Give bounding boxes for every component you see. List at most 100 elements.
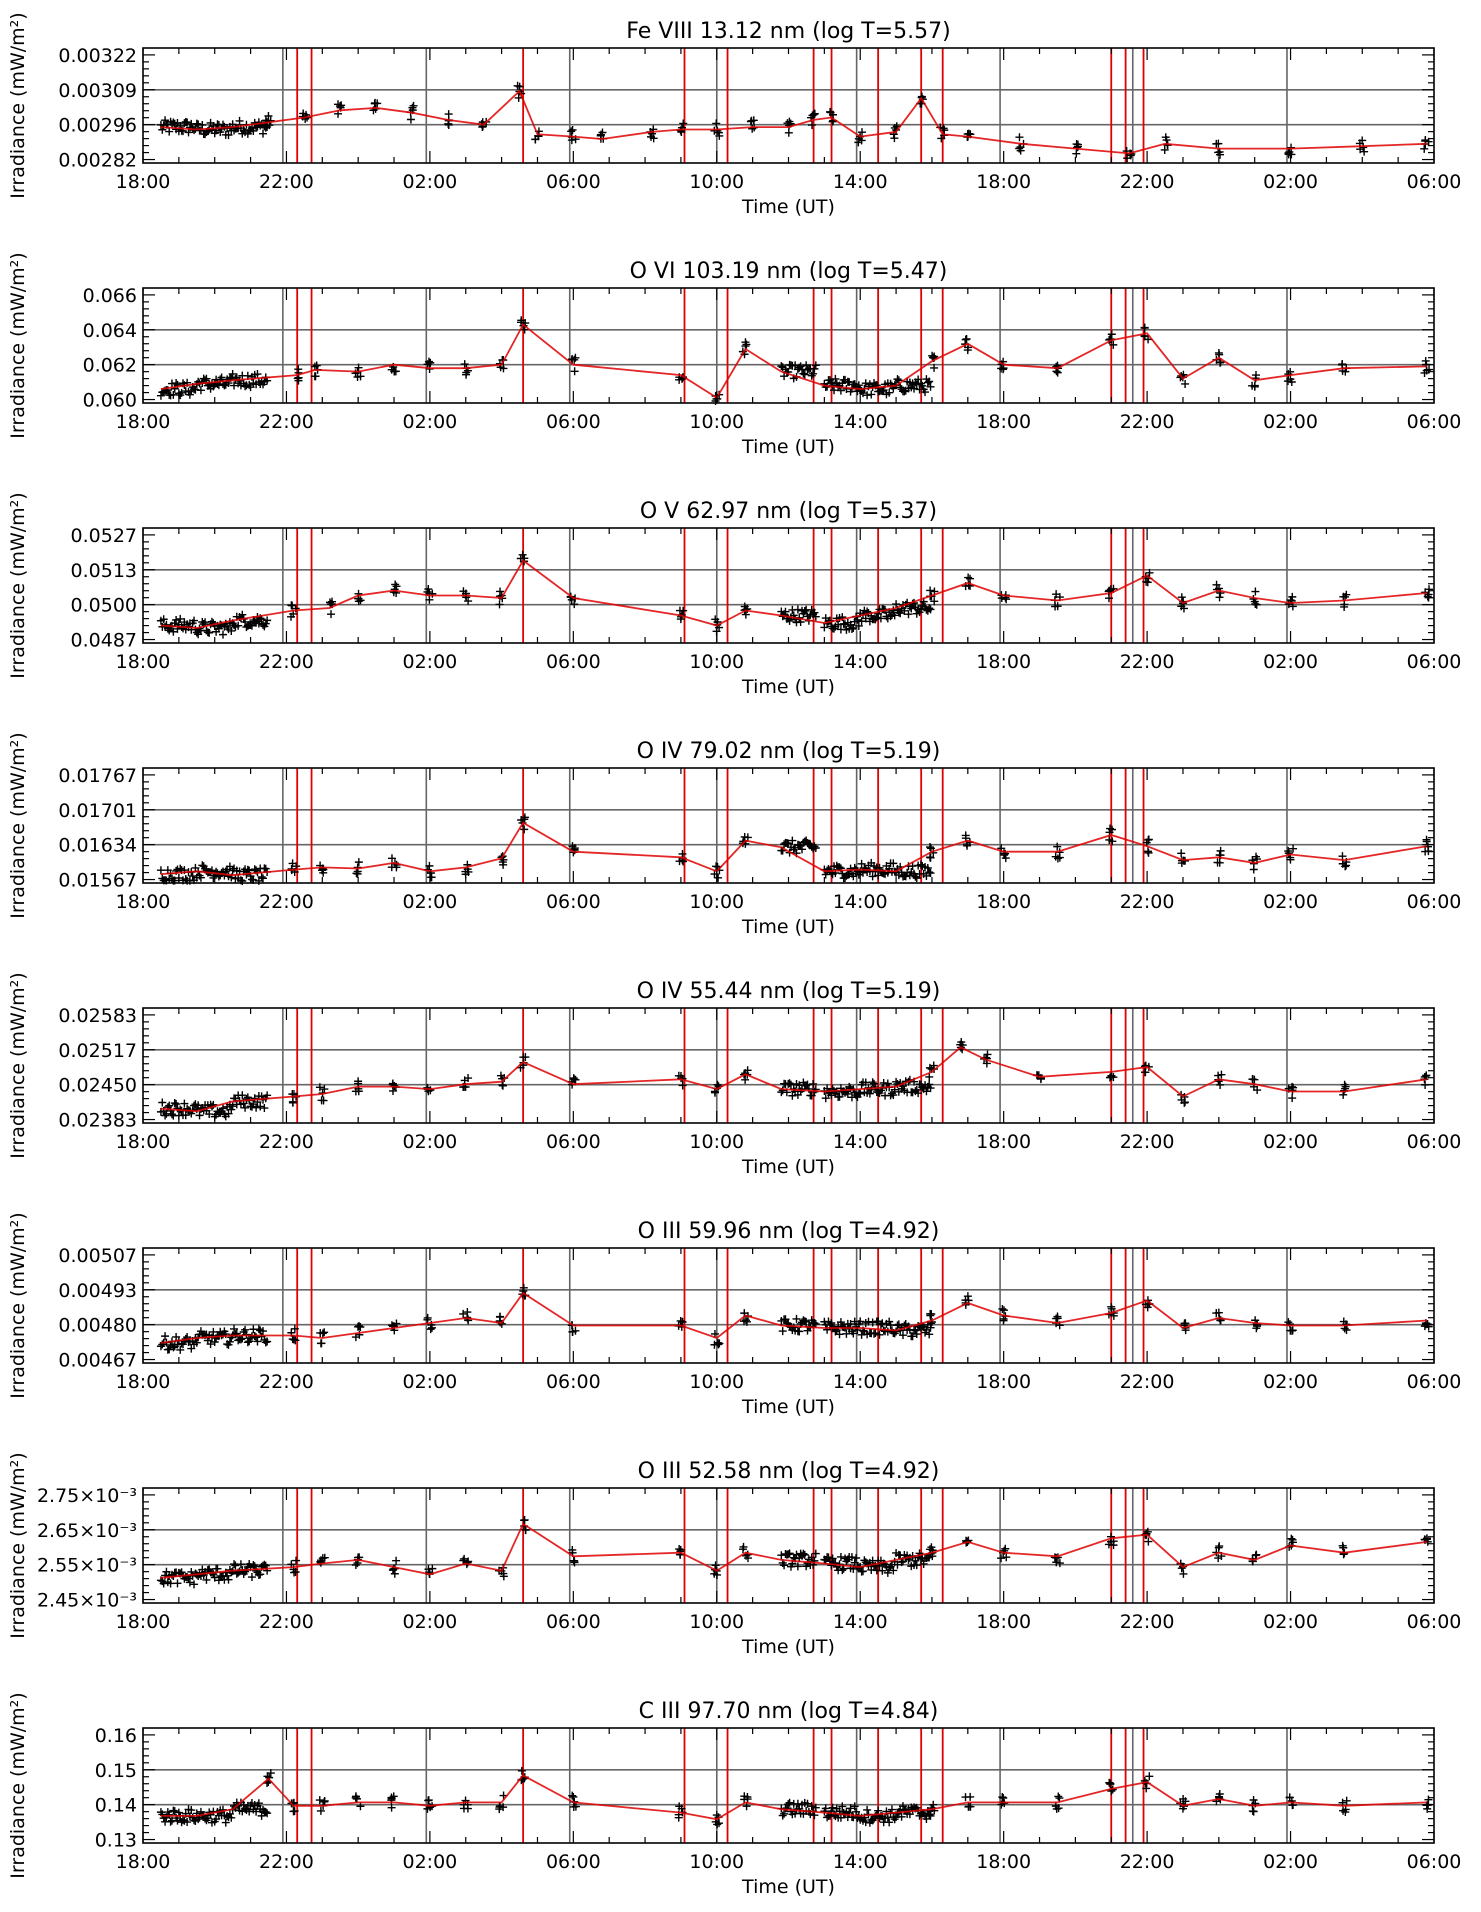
data-point: [838, 1566, 847, 1575]
data-point: [926, 869, 935, 878]
data-point: [1053, 1312, 1062, 1321]
data-point: [795, 1327, 804, 1336]
data-point: [498, 1081, 507, 1090]
data-point: [1105, 1778, 1114, 1787]
data-point: [227, 1568, 236, 1577]
data-point: [518, 550, 527, 559]
data-point: [1109, 1073, 1118, 1082]
data-point: [570, 367, 579, 376]
data-point: [871, 1329, 880, 1338]
data-point: [1213, 858, 1222, 867]
data-point: [782, 1804, 791, 1813]
data-point: [743, 1066, 752, 1075]
x-tick-label: 18:00: [976, 411, 1031, 433]
panel-8: C III 97.70 nm (log T=4.84) 0.13 0.14 0.15 0…: [7, 1692, 1461, 1898]
data-point: [217, 373, 226, 382]
x-tick-label: 10:00: [689, 1371, 744, 1393]
data-point: [893, 1809, 902, 1818]
data-point: [234, 621, 243, 630]
data-point: [1288, 1326, 1297, 1335]
data-point: [1424, 1795, 1433, 1804]
data-point: [181, 874, 190, 883]
data-point: [1251, 599, 1260, 608]
data-point: [253, 370, 262, 379]
data-point: [181, 1111, 190, 1120]
data-point: [260, 1104, 269, 1113]
data-point: [165, 1101, 174, 1110]
x-tick-label: 02:00: [1263, 891, 1318, 913]
data-point: [911, 872, 920, 881]
x-tick-label: 22:00: [259, 1371, 314, 1393]
y-tick-label: 0.00507: [58, 1245, 137, 1267]
data-point: [885, 1317, 894, 1326]
x-tick-label: 10:00: [689, 411, 744, 433]
x-tick-label: 18:00: [976, 1611, 1031, 1633]
data-point: [810, 608, 819, 617]
data-point: [916, 1555, 925, 1564]
plot-frame: [142, 1247, 1435, 1364]
y-tick-label: 0.00493: [58, 1280, 137, 1302]
data-point: [570, 1075, 579, 1084]
data-point: [915, 608, 924, 617]
data-point: [926, 1309, 935, 1318]
x-tick-label: 22:00: [259, 411, 314, 433]
x-tick-label: 14:00: [833, 1131, 888, 1153]
x-tick-label: 02:00: [1263, 171, 1318, 193]
data-point: [571, 1802, 580, 1811]
x-tick-label: 18:00: [116, 1131, 171, 1153]
data-point: [926, 1811, 935, 1820]
data-point: [1179, 604, 1188, 613]
data-point: [169, 390, 178, 399]
data-point: [170, 1099, 179, 1108]
data-point: [780, 372, 789, 381]
x-tick-label: 22:00: [1120, 1131, 1175, 1153]
data-point: [387, 365, 396, 374]
x-tick-label: 06:00: [1407, 171, 1462, 193]
data-point: [964, 573, 973, 582]
data-point: [849, 872, 858, 881]
data-point: [803, 1799, 812, 1808]
data-point: [424, 585, 433, 594]
data-point: [849, 623, 858, 632]
data-point: [294, 365, 303, 374]
x-tick-label: 02:00: [403, 1371, 458, 1393]
data-point: [387, 1803, 396, 1812]
data-point: [187, 1806, 196, 1815]
data-point: [1109, 1311, 1118, 1320]
data-point: [241, 1325, 250, 1334]
x-tick-label: 22:00: [1120, 411, 1175, 433]
data-point: [236, 1335, 245, 1344]
panel-title: C III 97.70 nm (log T=4.84): [639, 1699, 939, 1724]
data-point: [218, 630, 227, 639]
x-tick-label: 18:00: [976, 651, 1031, 673]
data-point: [898, 1331, 907, 1340]
data-point: [1252, 600, 1261, 609]
x-tick-label: 18:00: [976, 171, 1031, 193]
data-point: [821, 1094, 830, 1103]
data-point: [224, 131, 233, 140]
data-point: [910, 384, 919, 393]
data-point: [1140, 1776, 1149, 1785]
data-point: [241, 382, 250, 391]
data-point: [937, 134, 946, 143]
data-point: [830, 1810, 839, 1819]
data-point: [911, 1326, 920, 1335]
data-point: [228, 1102, 237, 1111]
data-point: [165, 127, 174, 136]
x-axis-label: Time (UT): [741, 1396, 835, 1418]
data-point: [571, 1326, 580, 1335]
data-point: [878, 387, 887, 396]
x-tick-label: 18:00: [976, 891, 1031, 913]
data-point: [221, 1818, 230, 1827]
panel-5: O IV 55.44 nm (log T=5.19) 0.02383 0.02450…: [7, 972, 1461, 1178]
data-point: [675, 606, 684, 615]
data-point: [517, 815, 526, 824]
data-point: [1016, 146, 1025, 155]
data-point: [223, 1571, 232, 1580]
data-point: [227, 1813, 236, 1822]
data-point: [1424, 590, 1433, 599]
y-tick-label: 0.060: [83, 390, 137, 412]
x-tick-label: 22:00: [259, 1851, 314, 1873]
data-point: [202, 1575, 211, 1584]
data-point: [900, 387, 909, 396]
